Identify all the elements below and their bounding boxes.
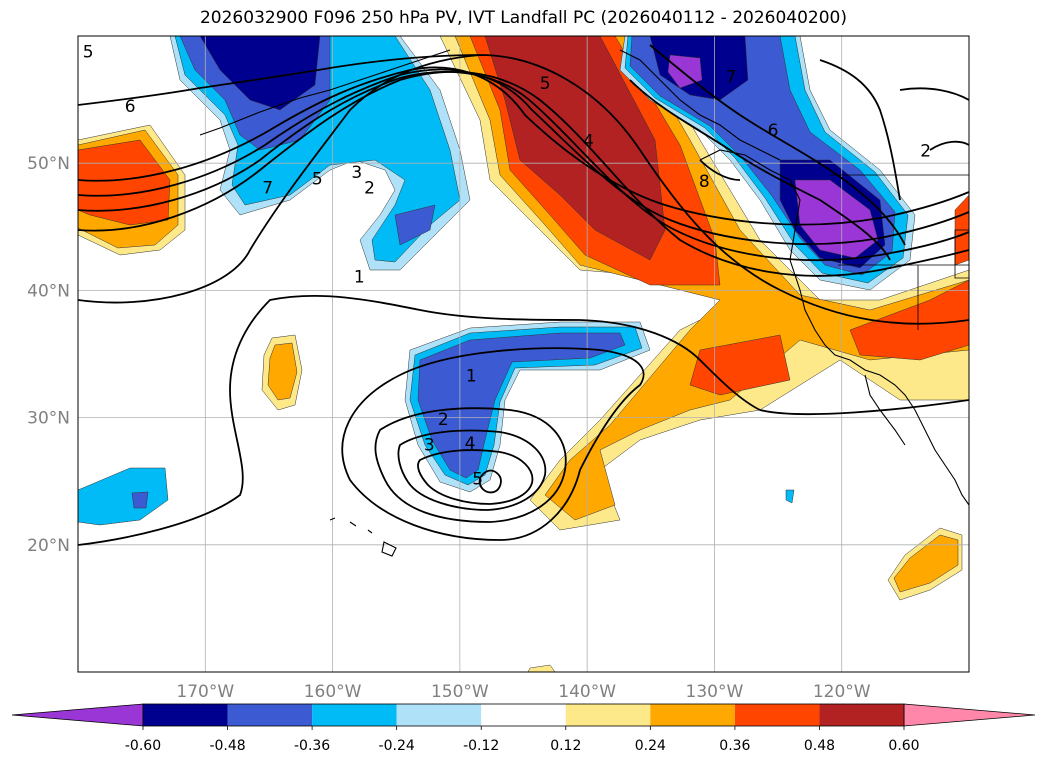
lon-tick-label: 120°W: [813, 682, 871, 702]
contour-label: 4: [465, 434, 476, 454]
contour-cutoff-5: [478, 469, 502, 494]
colorbar-extend-low: [11, 703, 144, 727]
lat-tick-label: 30°N: [27, 409, 70, 429]
colorbar-segment: [565, 704, 651, 726]
contour-lines: [78, 44, 969, 546]
lon-tick-label: 170°W: [176, 682, 234, 702]
lat-tick-label: 40°N: [27, 281, 70, 301]
contour-cutoff-4: [417, 449, 534, 505]
plot-frame: [77, 35, 970, 673]
lon-tick-label: 130°W: [686, 682, 744, 702]
contour-outer-ridge-5: [78, 66, 969, 226]
colorbar-frame: [142, 703, 905, 727]
negative-anomaly-tiny: [785, 489, 795, 504]
contour-outer-ridge-3: [78, 70, 969, 262]
colorbar-tick-label: -0.48: [209, 738, 245, 754]
contour-label: 6: [125, 97, 136, 117]
positive-anomaly-southeast-inner: [893, 534, 959, 593]
contour-cutoff-2: [374, 407, 567, 523]
contour-trough-east-1: [629, 79, 891, 261]
lon-tick-label: 140°W: [558, 682, 616, 702]
colorbar-segment: [650, 704, 735, 726]
contour-cutoff-3: [397, 429, 547, 511]
colorbar: -0.60 -0.48 -0.36 -0.24 -0.12 0.12 0.24 0.36 0.4…: [11, 703, 1036, 754]
lon-tick-label: 150°W: [431, 682, 489, 702]
negative-anomaly-pnw-purple-2: [794, 179, 879, 259]
colorbar-segment: [312, 704, 397, 726]
colorbar-tick-label: 0.24: [635, 738, 666, 754]
contour-cutoff-1: [341, 347, 645, 541]
colorbar-tick-label: 0.36: [719, 738, 750, 754]
contour-trough-east-2: [649, 44, 906, 246]
colorbar-tick-label: 0.60: [888, 738, 919, 754]
contour-label: 3: [351, 163, 362, 183]
colorbar-segment: [481, 704, 566, 726]
contour-label: 3: [424, 435, 435, 455]
positive-anomaly-california: [849, 279, 969, 361]
colorbar-extend-high: [903, 703, 1036, 727]
colorbar-segment: [396, 704, 482, 726]
north-america-coast: [699, 149, 969, 506]
contour-label: 5: [312, 169, 323, 189]
contour-trough-east-4: [819, 59, 901, 201]
contour-trough-east-5: [899, 87, 969, 101]
colorbar-tick-label: 0.48: [804, 738, 835, 754]
contour-label: 5: [472, 470, 483, 490]
contour-label: 1: [354, 267, 365, 287]
contour-label: 2: [920, 141, 931, 161]
contour-label: 5: [540, 74, 551, 94]
contour-label: 7: [726, 68, 737, 88]
contour-label: 6: [768, 121, 779, 141]
colorbar-tick-label: -0.12: [463, 738, 499, 754]
contour-outer-ridge-4: [78, 68, 969, 245]
colorbar-tick-label: 0.12: [550, 738, 581, 754]
negative-anomaly-nw-core: [199, 36, 321, 111]
contour-label: 4: [583, 131, 594, 151]
positive-anomaly-small-1-core: [267, 342, 298, 401]
colorbar-tick-label: -0.60: [125, 738, 161, 754]
contour-label: 2: [364, 178, 375, 198]
colorbar-segment: [819, 704, 904, 726]
lat-tick-label: 20°N: [27, 536, 70, 556]
aleutian-islands: [199, 49, 451, 136]
negative-anomaly-cutoff-inner: [417, 332, 626, 479]
positive-anomaly-ridge-core: [484, 36, 666, 261]
colorbar-tick-label: -0.36: [294, 738, 330, 754]
contour-outer-ridge-6: [78, 54, 481, 106]
graticule: [78, 36, 969, 672]
hawaii-islands: [329, 517, 397, 557]
map-title: 2026032900 F096 250 hPa PV, IVT Landfall…: [199, 8, 847, 28]
lon-tick-label: 160°W: [304, 682, 362, 702]
contour-label: 5: [83, 42, 94, 62]
contour-southern-1: [78, 294, 969, 546]
contour-label: 2: [438, 410, 449, 430]
alaska-coast: [619, 49, 781, 161]
colorbar-tick-label: -0.24: [379, 738, 415, 754]
positive-anomaly-tiny-bottom: [527, 664, 556, 672]
contour-outer-ridge-2: [78, 70, 969, 277]
colorbar-segment: [734, 704, 820, 726]
contour-label: 8: [699, 172, 710, 192]
positive-anomaly-coast-band: [689, 334, 791, 396]
negative-anomaly-small-2: [394, 204, 436, 246]
colorbar-segment: [143, 704, 228, 726]
axis-ticks: 170°W 160°W 150°W 140°W 130°W 120°W 20°N 30°N 40…: [27, 154, 871, 702]
contour-label: 7: [262, 178, 273, 198]
contour-trough-east-3: [699, 159, 741, 181]
contour-outer-ridge-1: [78, 54, 969, 325]
contour-trough-east-6: [929, 140, 969, 151]
colorbar-segment: [227, 704, 313, 726]
contour-label: 1: [466, 367, 477, 387]
negative-anomaly-sw: [78, 467, 169, 526]
lat-tick-label: 50°N: [27, 154, 70, 174]
negative-anomaly-sw-core: [131, 491, 149, 509]
